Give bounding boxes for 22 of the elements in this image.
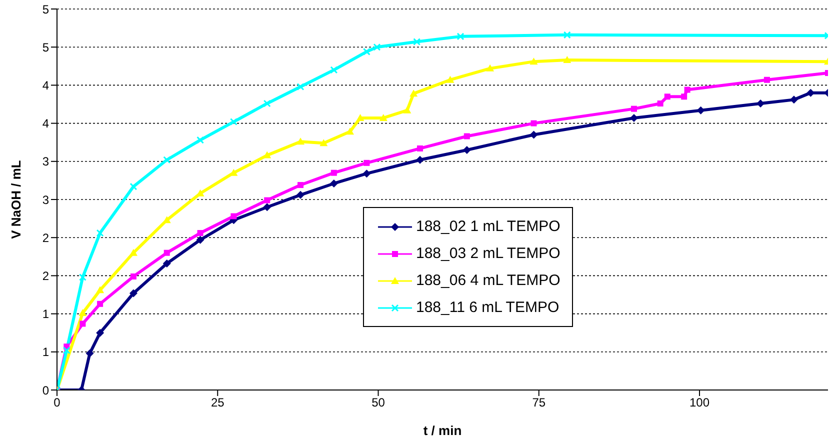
legend-label: 188_06 4 mL TEMPO — [416, 271, 560, 291]
y-tick-label: 4 — [42, 116, 50, 131]
y-tick-label: 2 — [42, 268, 50, 283]
x-tick-label: 75 — [532, 396, 546, 410]
y-tick-label: 3 — [42, 154, 50, 169]
x-axis-title: t / min — [423, 423, 462, 438]
y-tick-label: 4 — [42, 78, 50, 92]
y-tick-label: 5 — [42, 2, 50, 16]
x-tick-label: 25 — [210, 396, 225, 410]
x-tick-label: 0 — [54, 396, 61, 410]
x-tick-label: 50 — [372, 396, 386, 410]
y-axis-title: V NaOH / mL — [8, 160, 24, 239]
legend-label: 188_03 2 mL TEMPO — [416, 244, 560, 264]
legend-label: 188_11 6 mL TEMPO — [416, 298, 560, 318]
y-tick-label: 1 — [42, 307, 50, 322]
y-tick-label: 2 — [42, 230, 50, 245]
y-tick-label: 5 — [42, 40, 50, 54]
y-tick-label: 1 — [42, 345, 50, 360]
y-tick-label: 3 — [42, 192, 50, 207]
legend-label: 188_02 1 mL TEMPO — [416, 217, 560, 237]
y-tick-label: 0 — [42, 383, 50, 398]
x-tick-label: 100 — [689, 396, 710, 410]
